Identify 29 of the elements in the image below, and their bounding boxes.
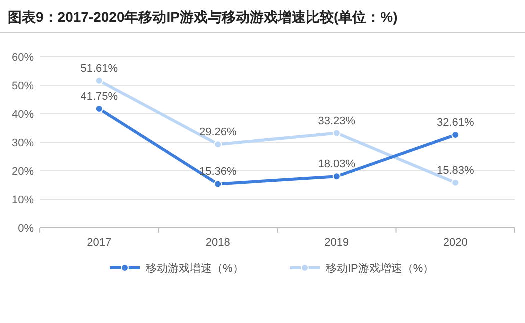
legend-label: 移动IP游戏增速（%） <box>326 262 434 275</box>
y-tick-label: 30% <box>12 138 34 150</box>
data-label: 29.26% <box>199 126 237 139</box>
x-tick-label: 2018 <box>206 237 230 249</box>
point <box>332 129 341 138</box>
point <box>95 105 104 114</box>
x-tick-label: 2017 <box>87 237 112 249</box>
y-tick-label: 10% <box>12 194 34 206</box>
point <box>332 172 341 181</box>
point <box>452 178 460 187</box>
data-label: 32.61% <box>436 117 474 130</box>
data-label: 15.36% <box>199 166 237 178</box>
x-tick-label: 2020 <box>443 237 468 249</box>
y-tick-label: 40% <box>12 109 34 121</box>
y-tick-label: 0% <box>18 223 34 235</box>
y-tick-label: 50% <box>12 80 34 92</box>
x-tick-label: 2019 <box>324 237 350 249</box>
point <box>214 140 222 149</box>
data-label: 15.83% <box>436 164 474 177</box>
data-label: 18.03% <box>318 158 356 171</box>
y-tick-label: 60% <box>12 52 34 64</box>
data-label: 33.23% <box>318 115 356 128</box>
chart-title: 图表9：2017-2020年移动IP游戏与移动游戏增速比较(单位：%) <box>8 9 398 25</box>
y-tick-label: 20% <box>12 166 34 178</box>
point <box>214 180 222 188</box>
legend-label: 移动游戏增速（%） <box>146 262 244 275</box>
data-label: 51.61% <box>80 62 118 75</box>
data-label: 41.75% <box>80 91 118 104</box>
point <box>95 76 104 85</box>
